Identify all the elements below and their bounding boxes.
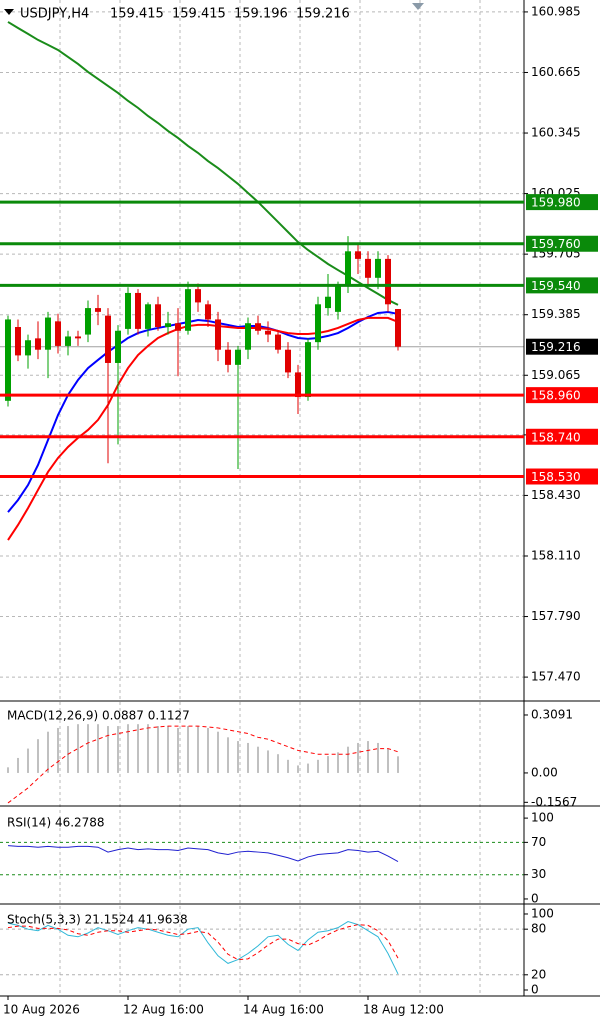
candle-body [335,285,341,312]
candle-body [325,296,331,309]
candle-body [75,336,81,339]
indicator-line [7,311,399,513]
y-tick-label: 20 [531,967,546,981]
candle-body [165,323,171,328]
candle-body [265,330,271,335]
level-label: 158.530 [531,470,581,484]
candle-body [85,308,91,335]
level-label: 158.740 [531,430,581,444]
x-tick-label: 12 Aug 16:00 [123,1003,204,1017]
candle-body [355,251,361,259]
y-tick-label: 100 [531,811,554,825]
candle-body [5,319,11,401]
candle-body [235,349,241,365]
y-tick-label: 0.00 [531,765,558,779]
candle-body [95,308,101,312]
y-tick-label: 0 [531,982,539,996]
candle-body [385,258,391,305]
y-tick-label: 70 [531,835,546,849]
level-label-box [526,194,598,211]
candle-body [345,251,351,286]
candle-body [275,334,281,350]
y-tick-label: 158.430 [531,488,581,502]
y-tick-label: 0.3091 [531,707,573,721]
candle-body [375,258,381,278]
y-tick-label: 160.665 [531,65,581,79]
grid [0,0,524,996]
candle-body [45,317,51,350]
indicator-line [7,845,399,862]
y-tick-label: 30 [531,867,546,881]
candle-body [305,342,311,398]
y-tick-label: 80 [531,922,546,936]
symbol: USDJPY,H4 [20,7,89,22]
y-tick-label: 100 [531,906,554,920]
y-tick-label: 158.110 [531,548,581,562]
indicator-line [7,725,399,804]
candle-body [225,349,231,365]
close-value: 159.216 [296,7,350,22]
candle-body [395,309,401,347]
y-tick-label: 157.790 [531,609,581,623]
rsi-title: RSI(14) 46.2788 [7,816,105,830]
y-tick-label: 159.385 [531,307,581,321]
plot [7,21,399,975]
level-label: 159.540 [531,279,581,293]
indicator-line [7,21,399,306]
candle-body [255,323,261,331]
candle-body [55,321,61,346]
menu-arrow[interactable] [4,9,14,15]
indicator-line [7,316,399,541]
high-value: 159.415 [172,7,226,22]
candle-body [65,336,71,346]
y-tick-label: 160.985 [531,4,581,18]
candle-body [115,330,121,363]
level-label: 158.960 [531,389,581,403]
candle-body [365,258,371,278]
candle-body [125,292,131,329]
candle-body [215,319,221,350]
level-label-box [526,387,598,404]
level-label: 159.980 [531,196,581,210]
candle-body [295,372,301,398]
last-price-label: 159.216 [531,340,581,354]
macd-title: MACD(12,26,9) 0.0887 0.1127 [7,709,190,723]
y-tick-label: -0.1567 [531,795,577,809]
level-label-box [526,235,598,252]
candle-body [15,327,21,356]
y-tick-label: 0 [531,891,539,905]
x-tick-label: 18 Aug 12:00 [363,1003,444,1017]
candle-body [205,304,211,320]
candle-body [195,289,201,303]
indicator-line [7,924,399,961]
indicator-line [7,921,399,975]
stoch-title: Stoch(5,3,3) 21.1524 41.9638 [7,913,188,927]
candle-body [145,304,151,329]
open-value: 159.415 [110,7,164,22]
y-tick-label: 157.470 [531,670,581,684]
level-label-box [526,468,598,485]
candle-body [245,323,251,350]
candle-body [135,292,141,329]
candle-body [25,340,31,356]
last-price-box [526,338,598,355]
candle-body [185,289,191,331]
candle-body [285,349,291,373]
candle-body [105,315,111,363]
x-tick-label: 10 Aug 2026 [3,1003,80,1017]
candle-body [35,338,41,350]
y-tick-label: 159.065 [531,368,581,382]
candle-body [175,323,181,331]
level-label: 159.760 [531,237,581,251]
y-tick-label: 160.345 [531,126,581,140]
level-label-box [526,428,598,445]
x-tick-label: 14 Aug 16:00 [243,1003,324,1017]
low-value: 159.196 [234,7,288,22]
shift-marker[interactable] [412,3,424,10]
candle-body [315,304,321,343]
candle-body [155,304,161,328]
level-label-box [526,277,598,294]
